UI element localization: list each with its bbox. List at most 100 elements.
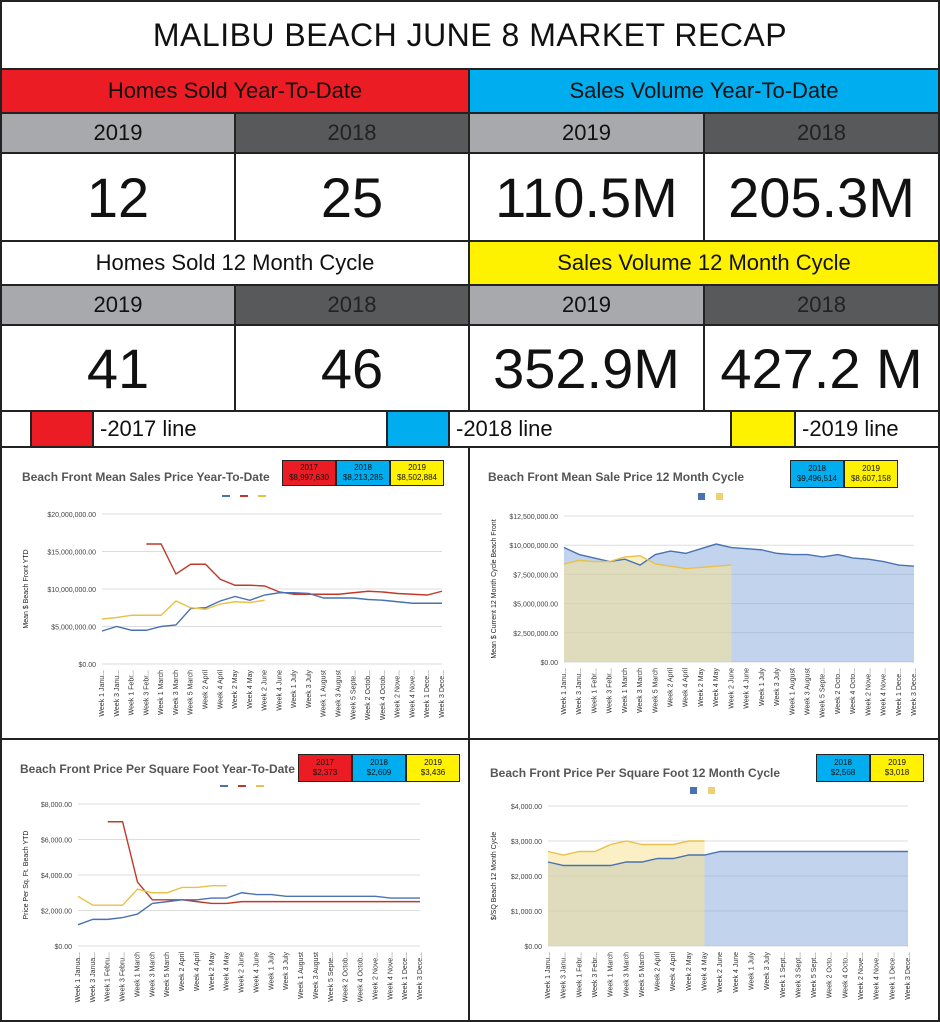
x-tick-label: Week 5 Sept... xyxy=(811,952,818,998)
x-tick-label: Week 3 July xyxy=(283,952,290,990)
x-tick-label: Week 4 May xyxy=(224,952,231,991)
series-line-2018 xyxy=(547,850,908,867)
volume-ytd-header: Sales Volume Year-To-Date xyxy=(468,68,940,114)
price-box-2018: 2018 $2,609 xyxy=(352,754,406,782)
x-tick-label: Week 4 April xyxy=(683,668,690,708)
x-tick-label: Week 1 Janu... xyxy=(99,670,106,717)
chart-title: Beach Front Mean Sale Price 12 Month Cyc… xyxy=(488,470,745,484)
y-tick-label: $12,500,000.00 xyxy=(509,514,558,521)
series-line-2017 xyxy=(146,543,443,596)
price-box-2018: 2018 $9,496,514 xyxy=(790,460,844,488)
x-tick-label: Week 1 Dece... xyxy=(424,670,431,718)
y-tick-label: $0.00 xyxy=(540,660,558,667)
homes-ytd-year-2018: 2018 xyxy=(234,112,470,154)
volume-12-year-2019: 2019 xyxy=(468,284,705,326)
x-tick-label: Week 3 Febr... xyxy=(592,952,599,997)
series-area-2019 xyxy=(548,841,705,946)
x-tick-label: Week 1 July xyxy=(291,670,298,708)
volume-ytd-value-2018: 205.3M xyxy=(703,152,940,242)
x-tick-label: Week 3 Janua... xyxy=(90,952,97,1003)
chart-svg: $0.00 $1,000.00 $2,000.00 $3,000.00 $4,000.0… xyxy=(491,787,912,1000)
x-tick-label: Week 1 March xyxy=(608,952,615,997)
x-tick-label: Week 5 March xyxy=(639,952,646,997)
homes-ytd-value-2019: 12 xyxy=(0,152,236,242)
x-tick-label: Week 4 Nove... xyxy=(387,952,394,1000)
x-tick-label: Week 2 May xyxy=(209,952,216,991)
x-tick-label: Week 2 Nove... xyxy=(395,670,402,718)
x-tick-label: Week 4 April xyxy=(217,670,224,710)
legend-marker-2019 xyxy=(716,493,723,500)
y-tick-label: $2,000.00 xyxy=(41,909,72,916)
series-line-2017 xyxy=(107,821,420,905)
legend-swatch-2019 xyxy=(730,410,796,448)
x-tick-label: Week 2 June xyxy=(728,668,735,709)
x-tick-label: Week 1 August xyxy=(789,668,796,715)
x-tick-label: Week 2 Octo... xyxy=(835,668,842,714)
x-tick-label: Week 5 Septe... xyxy=(328,952,335,1002)
legend-swatch-2018 xyxy=(386,410,450,448)
x-tick-label: Week 4 June xyxy=(744,668,751,709)
series-line-2018 xyxy=(563,543,915,567)
y-tick-label: $7,500,000.00 xyxy=(513,572,558,579)
volume-ytd-year-2018: 2018 xyxy=(703,112,940,154)
x-tick-label: Week 2 May xyxy=(232,670,239,709)
series-line-2018 xyxy=(101,592,442,632)
x-tick-label: Week 2 June xyxy=(262,670,269,711)
homes-12-value-2019: 41 xyxy=(0,324,236,412)
volume-ytd-year-2019: 2019 xyxy=(468,112,705,154)
volume-12-year-2018: 2018 xyxy=(703,284,940,326)
x-tick-label: Week 4 April xyxy=(670,952,677,992)
x-tick-label: Week 1 March xyxy=(134,952,141,997)
y-tick-label: $8,000.00 xyxy=(41,802,72,809)
x-tick-label: Week 2 April xyxy=(655,952,662,992)
x-tick-label: Week 3 Janu... xyxy=(114,670,121,717)
x-tick-label: Week 4 May xyxy=(702,952,709,991)
y-tick-label: $3,000.00 xyxy=(511,839,542,846)
x-tick-label: Week 4 Octo... xyxy=(850,668,857,714)
x-tick-label: Week 3 July xyxy=(774,668,781,706)
x-tick-label: Week 2 Octob... xyxy=(365,670,372,720)
series-area-2019 xyxy=(564,555,732,662)
series-line-2019 xyxy=(563,554,732,570)
x-tick-label: Week 4 June xyxy=(733,952,740,993)
y-tick-label: $2,000.00 xyxy=(511,874,542,881)
x-tick-label: Week 3 Janu... xyxy=(561,952,568,999)
chart-svg: $0.00 $2,500,000.00 $5,000,000.00 $7,500,00… xyxy=(491,493,918,718)
y-tick-label: $0.00 xyxy=(78,662,96,669)
series-line-2019 xyxy=(547,840,705,856)
price-box-2019: 2019 $3,018 xyxy=(870,754,924,782)
series-line-2019 xyxy=(101,599,265,620)
x-tick-label: Week 1 March xyxy=(622,668,629,713)
x-tick-label: Week 1 Febru... xyxy=(105,952,112,1002)
y-axis-label: $/SQ Beach 12 Month Cycle xyxy=(491,832,498,920)
x-tick-label: Week 2 April xyxy=(179,952,186,992)
x-tick-label: Week 4 Nove... xyxy=(409,670,416,718)
homes-12-year-2018: 2018 xyxy=(234,284,470,326)
x-tick-label: Week 1 July xyxy=(759,668,766,706)
y-axis-label: Mean $ Beach Front YTD xyxy=(23,549,30,628)
x-tick-label: Week 1 August xyxy=(298,952,305,999)
chart-svg: $0.00 $2,000.00 $4,000.00 $6,000.00 $8,000.0… xyxy=(23,785,424,1003)
price-box-2017: 2017 $2,373 xyxy=(298,754,352,782)
x-tick-label: Week 3 March xyxy=(637,668,644,713)
x-tick-label: Week 4 April xyxy=(194,952,201,992)
x-tick-label: Week 3 Febru... xyxy=(120,952,127,1002)
legend-label-2018: -2018 line xyxy=(448,410,732,448)
series-line-2018 xyxy=(77,892,420,926)
x-tick-label: Week 3 March xyxy=(173,670,180,715)
x-tick-label: Week 2 June xyxy=(717,952,724,993)
y-tick-label: $10,000,000.00 xyxy=(47,587,96,594)
volume-12-value-2019: 352.9M xyxy=(468,324,705,412)
volume-ytd-value-2019: 110.5M xyxy=(468,152,705,242)
legend-swatch-2017 xyxy=(30,410,94,448)
price-box-2019: 2019 $8,502,884 xyxy=(390,460,444,486)
legend-marker-2019 xyxy=(708,787,715,794)
x-tick-label: Week 1 Febr... xyxy=(129,670,136,715)
x-tick-label: Week 4 June xyxy=(276,670,283,711)
x-tick-label: Week 2 April xyxy=(202,670,209,710)
x-tick-label: Week 4 June xyxy=(253,952,260,993)
x-tick-label: Week 2 Nove... xyxy=(865,668,872,716)
x-tick-label: Week 3 March xyxy=(623,952,630,997)
y-tick-label: $2,500,000.00 xyxy=(513,631,558,638)
x-tick-label: Week 5 March xyxy=(188,670,195,715)
